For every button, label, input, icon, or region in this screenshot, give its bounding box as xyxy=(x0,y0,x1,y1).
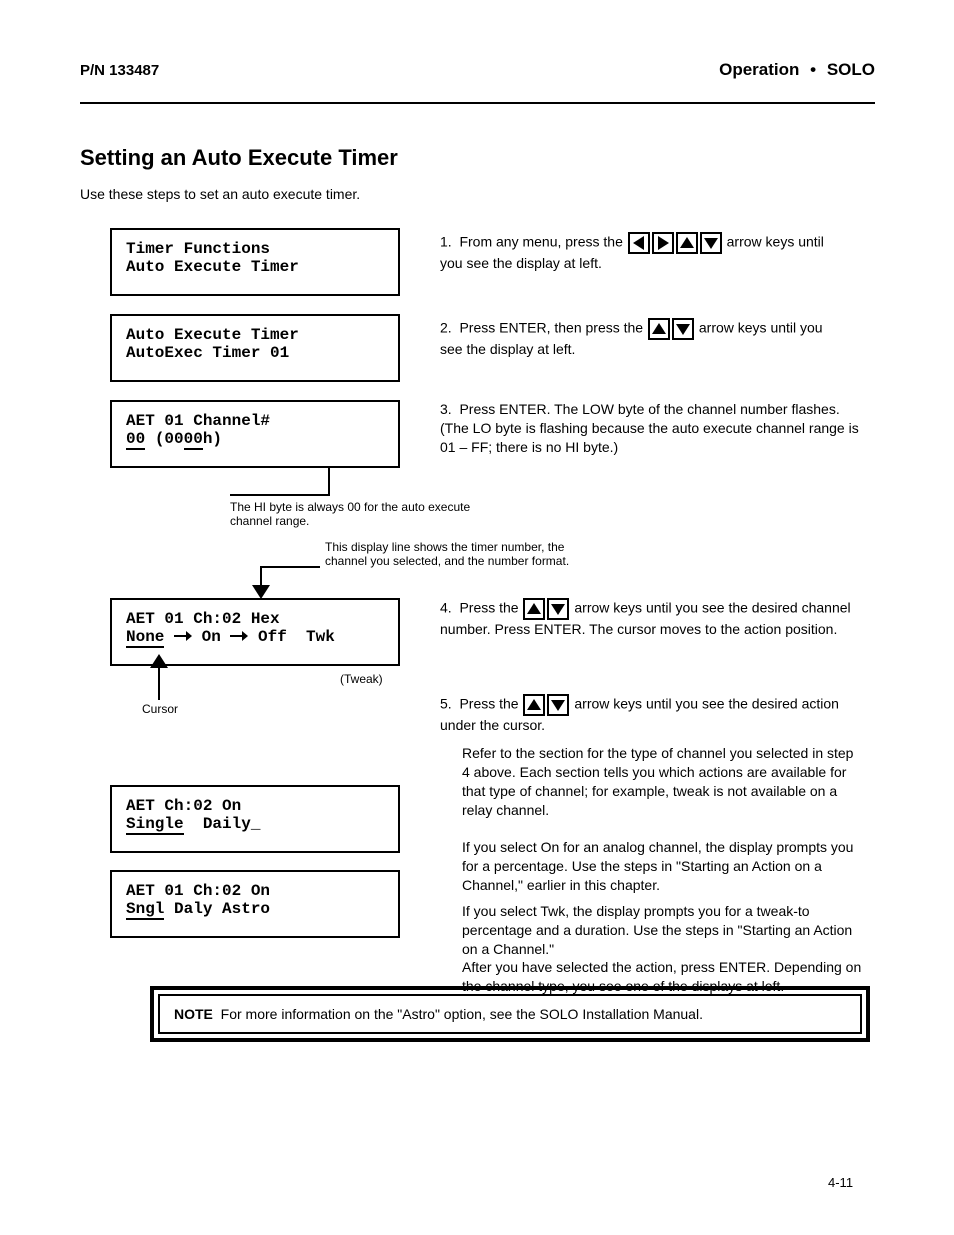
step3-annotation: The HI byte is always 00 for the auto ex… xyxy=(230,500,480,528)
lcd5a-line1: AET Ch:02 On xyxy=(126,797,384,815)
lcd-step3: AET 01 Channel# 00 (0000h) xyxy=(110,400,400,468)
conn-step4-top-h xyxy=(260,566,320,568)
header-bullet: • xyxy=(810,60,816,79)
page-root: P/N 133487 Operation • SOLO Setting an A… xyxy=(0,0,954,1235)
lcd3-rest: (0000h) xyxy=(155,430,222,450)
down-arrow-icon xyxy=(547,598,569,620)
header-product: SOLO xyxy=(827,60,875,79)
header-right: Operation • SOLO xyxy=(719,60,875,80)
step3-text: 3. Press ENTER. The LOW byte of the chan… xyxy=(440,400,860,457)
lcd1-line1: Timer Functions xyxy=(126,240,384,258)
lcd-step5b: AET 01 Ch:02 On Sngl Daly Astro xyxy=(110,870,400,938)
step1-text: 1. From any menu, press the arrow keys u… xyxy=(440,232,840,273)
step4-annotation-tweak: (Tweak) xyxy=(340,672,383,686)
section-title: Setting an Auto Execute Timer xyxy=(80,145,398,171)
step5-text-a: 5. Press the arrow keys until you see th… xyxy=(440,694,860,735)
lcd5b-line1: AET 01 Ch:02 On xyxy=(126,882,384,900)
conn-step3-h xyxy=(230,494,330,496)
up-arrow-icon xyxy=(676,232,698,254)
down-arrow-icon xyxy=(700,232,722,254)
arrowhead-up-icon xyxy=(150,654,168,673)
page-header: P/N 133487 Operation • SOLO xyxy=(80,60,875,80)
lcd5a-line2: Single Daily_ xyxy=(126,815,384,833)
note-box: NOTE For more information on the "Astro"… xyxy=(150,986,870,1042)
step5-text-part3: If you select Twk, the display prompts y… xyxy=(462,902,862,959)
lcd2-line1: Auto Execute Timer xyxy=(126,326,384,344)
lcd-step5a: AET Ch:02 On Single Daily_ xyxy=(110,785,400,853)
conn-step3-v xyxy=(328,466,330,494)
step2-text: 2. Press ENTER, then press the arrow key… xyxy=(440,318,840,359)
note-box-inner: NOTE For more information on the "Astro"… xyxy=(158,994,862,1034)
up-arrow-icon xyxy=(523,598,545,620)
intro-text: Use these steps to set an auto execute t… xyxy=(80,185,870,204)
up-arrow-icon xyxy=(648,318,670,340)
small-right-arrow-icon xyxy=(174,628,192,646)
lcd5b-line2: Sngl Daly Astro xyxy=(126,900,384,918)
header-category: Operation xyxy=(719,60,799,79)
down-arrow-icon xyxy=(672,318,694,340)
left-arrow-icon xyxy=(628,232,650,254)
up-arrow-icon xyxy=(523,694,545,716)
step5-text-part-cont: Refer to the section for the type of cha… xyxy=(462,744,862,820)
page-number: 4-11 xyxy=(828,1175,853,1190)
lcd2-line2: AutoExec Timer 01 xyxy=(126,344,384,362)
small-right-arrow-icon xyxy=(230,628,248,646)
note-text: For more information on the "Astro" opti… xyxy=(221,1006,703,1022)
lcd3-line1: AET 01 Channel# xyxy=(126,412,384,430)
step5-text-part2: If you select On for an analog channel, … xyxy=(462,838,862,895)
lcd3-hi-byte: 00 xyxy=(126,430,145,450)
conn-step3-h-top xyxy=(290,466,370,468)
right-arrow-icon xyxy=(652,232,674,254)
lcd4-line1: AET 01 Ch:02 Hex xyxy=(126,610,384,628)
lcd1-line2: Auto Execute Timer xyxy=(126,258,384,276)
part-number: P/N 133487 xyxy=(80,62,159,79)
note-label: NOTE xyxy=(174,1006,213,1022)
down-arrow-icon xyxy=(547,694,569,716)
lcd4-line2: None On Off Twk xyxy=(126,628,384,646)
lcd-step2: Auto Execute Timer AutoExec Timer 01 xyxy=(110,314,400,382)
step4-annotation-cursor: Cursor xyxy=(142,702,178,716)
lcd-step1: Timer Functions Auto Execute Timer xyxy=(110,228,400,296)
step4-text: 4. Press the arrow keys until you see th… xyxy=(440,598,860,639)
header-rule xyxy=(80,102,875,104)
step4-annotation-top: This display line shows the timer number… xyxy=(325,540,595,568)
